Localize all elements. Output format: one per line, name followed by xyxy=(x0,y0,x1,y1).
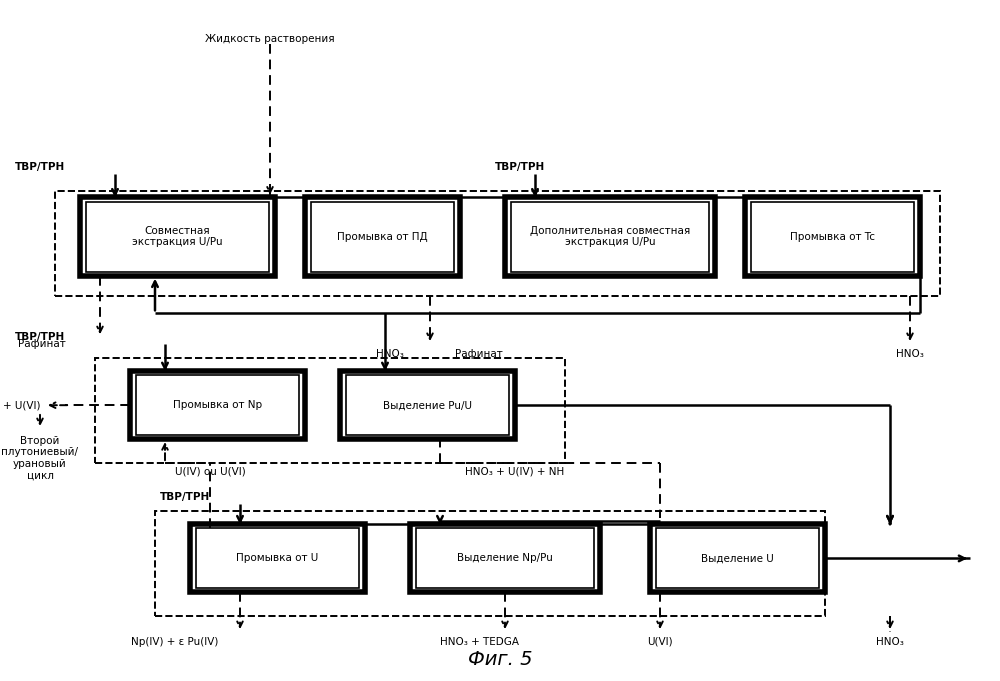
Text: U(VI): U(VI) xyxy=(647,637,673,647)
Text: Выделение Pu/U: Выделение Pu/U xyxy=(383,400,472,410)
Bar xyxy=(196,528,359,588)
Bar xyxy=(505,197,715,276)
Text: U(IV) ou U(VI): U(IV) ou U(VI) xyxy=(175,466,246,477)
Bar xyxy=(136,375,299,435)
Bar xyxy=(751,202,914,272)
Bar xyxy=(346,375,509,435)
Text: ТВР/ТРН: ТВР/ТРН xyxy=(495,162,545,172)
Text: Рафинат: Рафинат xyxy=(18,339,66,349)
Bar xyxy=(416,528,594,588)
Bar xyxy=(190,524,365,592)
Bar xyxy=(650,524,825,592)
Text: HNO₃: HNO₃ xyxy=(376,349,404,359)
Text: ТВР/ТРН: ТВР/ТРН xyxy=(160,492,210,502)
Text: Рафинат: Рафинат xyxy=(455,349,503,359)
Text: Совместная
экстракция U/Pu: Совместная экстракция U/Pu xyxy=(132,226,223,247)
Text: Pu(III) + U(VI): Pu(III) + U(VI) xyxy=(0,400,40,410)
Bar xyxy=(55,191,940,296)
Text: Np(IV) + ε Pu(IV): Np(IV) + ε Pu(IV) xyxy=(131,637,219,647)
Bar xyxy=(410,524,600,592)
Text: HNO₃ + TEDGA: HNO₃ + TEDGA xyxy=(440,637,520,647)
Bar xyxy=(656,528,819,588)
Text: Промывка от ПД: Промывка от ПД xyxy=(337,232,428,242)
Bar xyxy=(311,202,454,272)
Bar xyxy=(130,371,305,439)
Text: Промывка от U: Промывка от U xyxy=(236,554,319,563)
Text: Выделение U: Выделение U xyxy=(701,554,774,563)
Text: ТВР/ТРН: ТВР/ТРН xyxy=(15,332,65,342)
Text: Фиг. 5: Фиг. 5 xyxy=(468,650,532,669)
Text: Дополнительная совместная
экстракция U/Pu: Дополнительная совместная экстракция U/P… xyxy=(530,226,690,247)
Bar xyxy=(745,197,920,276)
Text: HNO₃: HNO₃ xyxy=(876,637,904,647)
Text: Промывка от Np: Промывка от Np xyxy=(173,400,262,410)
Text: HNO₃ + U(IV) + NH: HNO₃ + U(IV) + NH xyxy=(465,466,564,477)
Text: Жидкость растворения: Жидкость растворения xyxy=(205,34,335,44)
Bar xyxy=(95,358,565,463)
Bar xyxy=(155,511,825,616)
Text: ТВР/ТРН: ТВР/ТРН xyxy=(15,162,65,172)
Bar xyxy=(305,197,460,276)
Bar xyxy=(80,197,275,276)
Text: Промывка от Tc: Промывка от Tc xyxy=(790,232,875,242)
Text: Выделение Np/Pu: Выделение Np/Pu xyxy=(457,554,553,563)
Bar xyxy=(340,371,515,439)
Bar xyxy=(511,202,709,272)
Text: Второй
плутониевый/
урановый
цикл: Второй плутониевый/ урановый цикл xyxy=(2,436,78,481)
Bar xyxy=(86,202,269,272)
Text: HNO₃: HNO₃ xyxy=(896,349,924,359)
